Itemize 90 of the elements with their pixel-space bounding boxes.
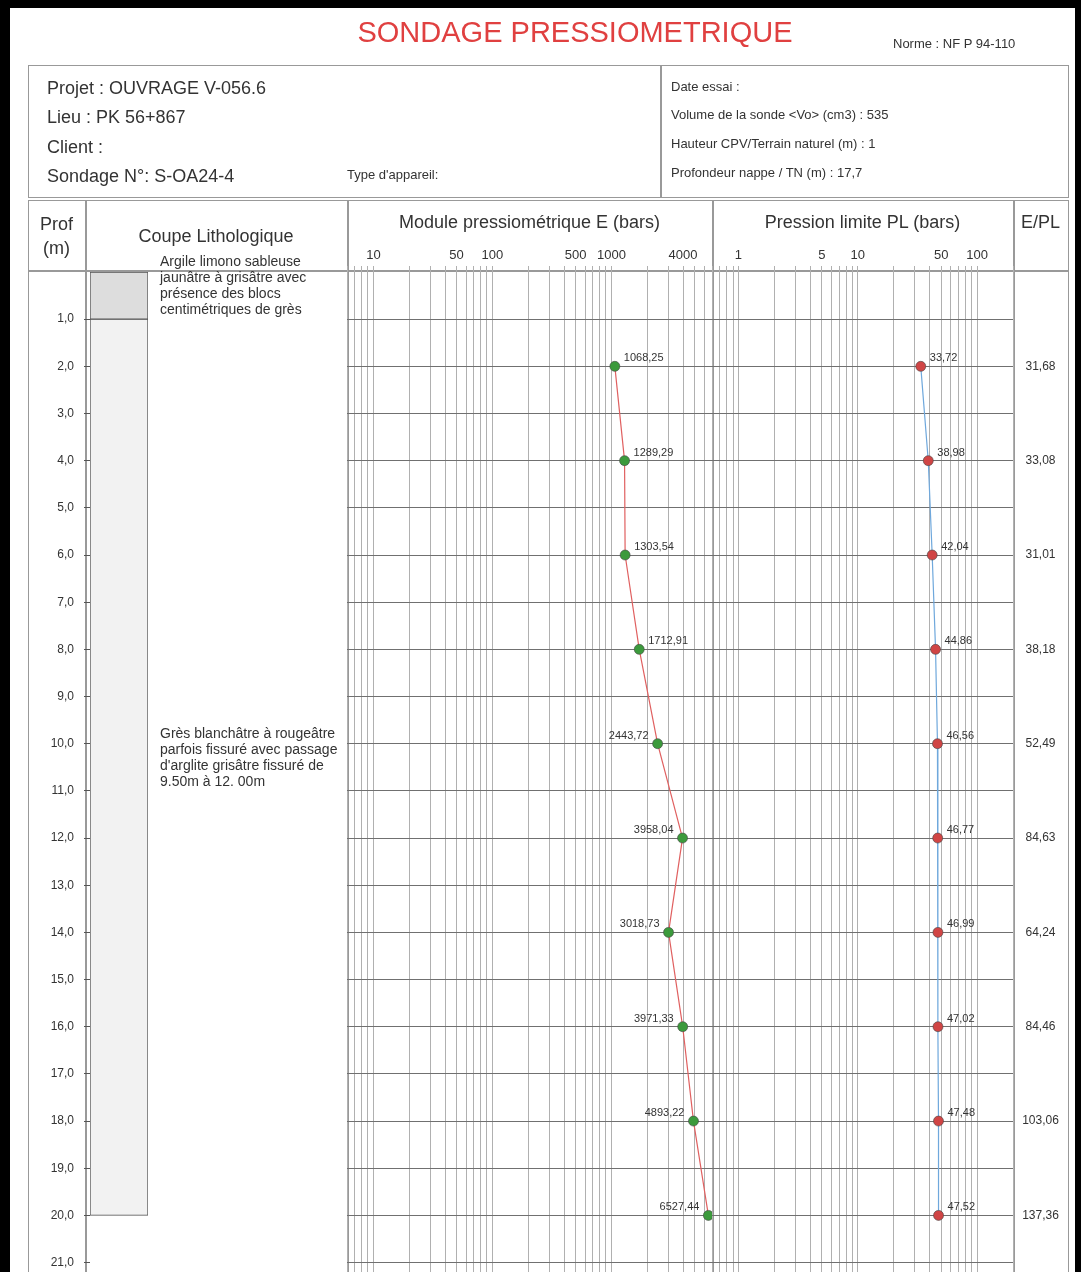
data-label: 3971,33	[633, 1011, 674, 1024]
text: Coupe Lithologique	[137, 226, 295, 247]
data-label: 1068,25	[623, 351, 664, 364]
data-label: 46,77	[946, 823, 975, 836]
text: Norme : NF P 94-110	[893, 36, 1016, 51]
y-tick-label: 15,0	[50, 971, 75, 986]
y-tick-label: 10,0	[50, 736, 75, 751]
y-tick-label: 5,0	[57, 500, 75, 515]
x-tick-label: 100	[966, 246, 988, 262]
y-tick-label: 9,0	[57, 688, 75, 703]
text: Volume de la sonde <Vo> (cm3) : 535	[671, 107, 889, 122]
text: Lieu : PK 56+867	[47, 107, 186, 128]
data-label: 46,56	[946, 728, 975, 741]
text: 38,18	[1025, 641, 1056, 656]
point	[932, 738, 943, 749]
series-label: Grès blanchâtre à rougeâtre parfois fissuré avec passage d'arglite grisâtre fissuré de 9.50m à 12. 00m	[160, 725, 338, 790]
data-label: 46,99	[946, 917, 975, 930]
data-label: 1289,29	[633, 445, 674, 458]
text: Client :	[47, 137, 104, 158]
point	[926, 549, 938, 561]
y-tick-label: 3,0	[57, 405, 75, 420]
text: 52,49	[1025, 736, 1056, 751]
chart-title: Pression limite PL (bars)	[763, 212, 962, 233]
data-label: 47,52	[947, 1200, 976, 1213]
x-tick-label: 10	[366, 246, 381, 262]
y-tick-label: 11,0	[51, 783, 75, 798]
y-tick-label: 14,0	[50, 924, 75, 939]
x-tick-label: 500	[564, 246, 587, 262]
text: 84,63	[1025, 830, 1056, 845]
text: 33,08	[1025, 452, 1056, 467]
y-tick-label: 13,0	[50, 877, 75, 892]
point	[932, 927, 944, 938]
text: SONDAGE PRESSIOMETRIQUE	[357, 16, 793, 48]
y-tick-label: 19,0	[50, 1160, 75, 1175]
text: Date essai :	[671, 79, 740, 94]
data-label: 2443,72	[608, 728, 649, 741]
data-label: 3018,73	[619, 917, 660, 930]
data-label: 1712,91	[648, 634, 689, 647]
x-tick-label: 1	[734, 246, 743, 262]
y-tick-label: 12,0	[50, 830, 75, 845]
x-tick-label: 10	[850, 246, 866, 262]
data-label: 3958,04	[633, 823, 674, 836]
x-tick-label: 50	[449, 246, 464, 262]
text: Sondage N°: S-OA24-4	[47, 166, 235, 187]
text: Profondeur nappe / TN (m) : 17,7	[671, 165, 863, 180]
y-tick-label: 17,0	[50, 1066, 75, 1081]
x-tick-label: 1000	[596, 246, 626, 262]
y-axis-title: Prof (m)	[39, 213, 74, 260]
text: Type d'appareil:	[347, 167, 439, 182]
text: Hauteur CPV/Terrain naturel (m) : 1	[671, 136, 876, 151]
y-tick-label: 21,0	[50, 1254, 75, 1269]
x-tick-label: 100	[481, 246, 504, 262]
point	[933, 1115, 944, 1127]
y-tick-label: 6,0	[57, 547, 75, 562]
point	[932, 832, 944, 844]
text: 64,24	[1025, 924, 1056, 939]
series-label: Argile limono sableuse jaunâtre à grisâtre avec présence des blocs centimétriques de grès	[159, 253, 307, 318]
text: E/PL	[1020, 212, 1061, 233]
point	[915, 361, 927, 372]
point	[933, 1210, 944, 1221]
y-tick-label: 8,0	[57, 641, 75, 656]
point	[932, 1021, 944, 1033]
x-tick-label: 4000	[668, 246, 698, 262]
point	[930, 644, 941, 655]
y-tick-label: 2,0	[57, 358, 75, 373]
y-tick-label: 16,0	[50, 1019, 75, 1034]
text: 84,46	[1025, 1019, 1056, 1034]
y-tick-label: 7,0	[57, 594, 75, 609]
point	[922, 455, 934, 466]
data-label: 33,72	[929, 351, 958, 364]
x-tick-label: 5	[818, 246, 826, 262]
text: Projet : OUVRAGE V-056.6	[47, 78, 267, 99]
text: 31,01	[1025, 547, 1056, 562]
data-label: 4893,22	[644, 1106, 685, 1119]
text: 137,36	[1022, 1207, 1060, 1222]
x-tick-label: 50	[933, 246, 949, 262]
y-tick-label: 4,0	[57, 452, 75, 467]
y-tick-label: 18,0	[50, 1113, 75, 1128]
data-label: 44,86	[944, 634, 973, 647]
data-label: 1303,54	[634, 540, 674, 553]
text: 103,06	[1022, 1113, 1060, 1128]
data-label: 6527,44	[659, 1200, 700, 1213]
text: 31,68	[1025, 358, 1056, 373]
chart-title: Module pressiométrique E (bars)	[397, 212, 662, 233]
y-tick-label: 1,0	[57, 311, 75, 326]
data-label: 38,98	[937, 445, 965, 458]
data-label: 47,48	[947, 1106, 976, 1119]
y-tick-label: 20,0	[50, 1207, 75, 1222]
data-label: 42,04	[941, 540, 969, 553]
data-label: 47,02	[946, 1011, 975, 1024]
